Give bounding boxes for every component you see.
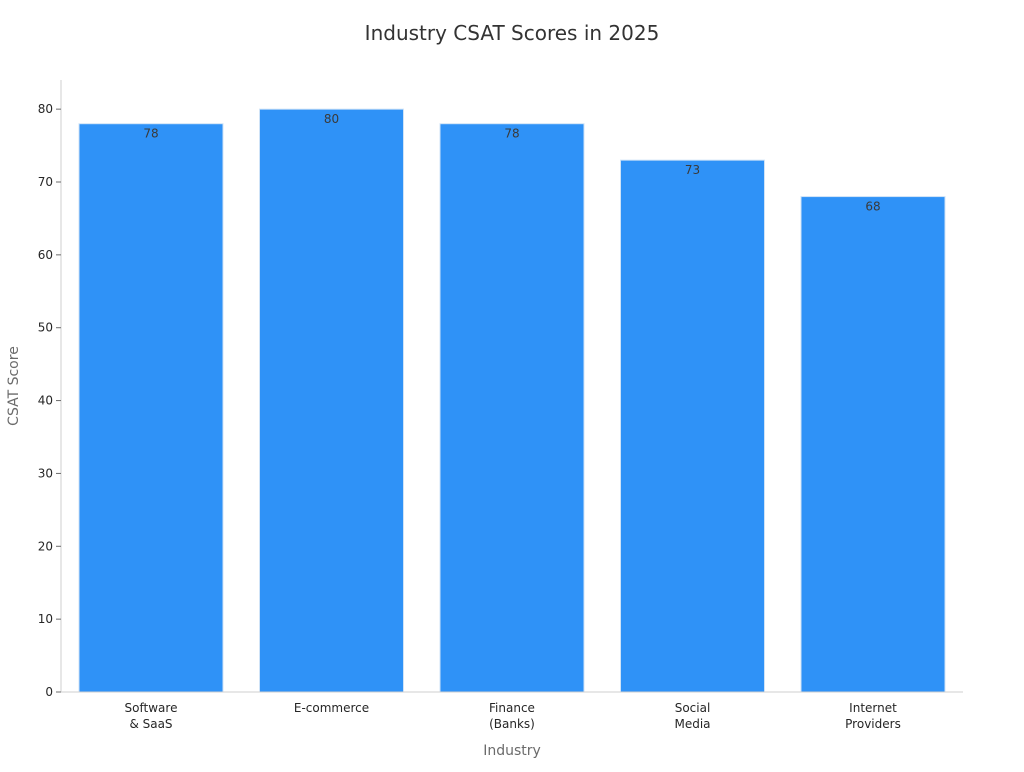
y-tick-label: 20 (38, 539, 53, 553)
bar-3 (620, 159, 765, 693)
bar-1 (259, 108, 404, 693)
chart-title: Industry CSAT Scores in 2025 (365, 21, 660, 45)
x-tick-label: Social (675, 701, 711, 715)
y-tick-label: 60 (38, 248, 53, 262)
x-labels-layer: Software & SaaS E-commerce Finance (Banks) So… (125, 701, 901, 731)
x-tick-label: Software (125, 701, 178, 715)
bar-2 (439, 123, 585, 693)
bar-value-label: 68 (865, 200, 880, 214)
y-tick-label: 40 (38, 394, 53, 408)
y-ticks-layer: 0 10 20 30 40 50 60 70 80 (38, 102, 61, 699)
y-tick-label: 0 (45, 685, 53, 699)
y-tick-label: 30 (38, 466, 53, 480)
y-axis-label: CSAT Score (6, 346, 22, 426)
x-tick-label: Providers (845, 717, 901, 731)
bars-layer (78, 108, 946, 693)
x-axis-label: Industry (483, 743, 541, 759)
y-tick-label: 10 (38, 612, 53, 626)
y-tick-label: 70 (38, 175, 53, 189)
bar-0 (78, 123, 224, 693)
bar-labels-layer: 78 80 78 73 68 (143, 112, 880, 213)
bar-value-label: 73 (685, 163, 700, 177)
x-tick-label: (Banks) (489, 717, 535, 731)
bar-value-label: 78 (143, 127, 158, 141)
bar-value-label: 80 (324, 112, 339, 126)
x-tick-label: Internet (849, 701, 897, 715)
x-tick-label: E-commerce (294, 701, 369, 715)
x-tick-label: & SaaS (129, 717, 172, 731)
bar-4 (800, 196, 946, 693)
x-tick-label: Media (674, 717, 710, 731)
y-tick-label: 50 (38, 321, 53, 335)
y-tick-label: 80 (38, 102, 53, 116)
bar-value-label: 78 (504, 127, 519, 141)
x-tick-label: Finance (489, 701, 535, 715)
